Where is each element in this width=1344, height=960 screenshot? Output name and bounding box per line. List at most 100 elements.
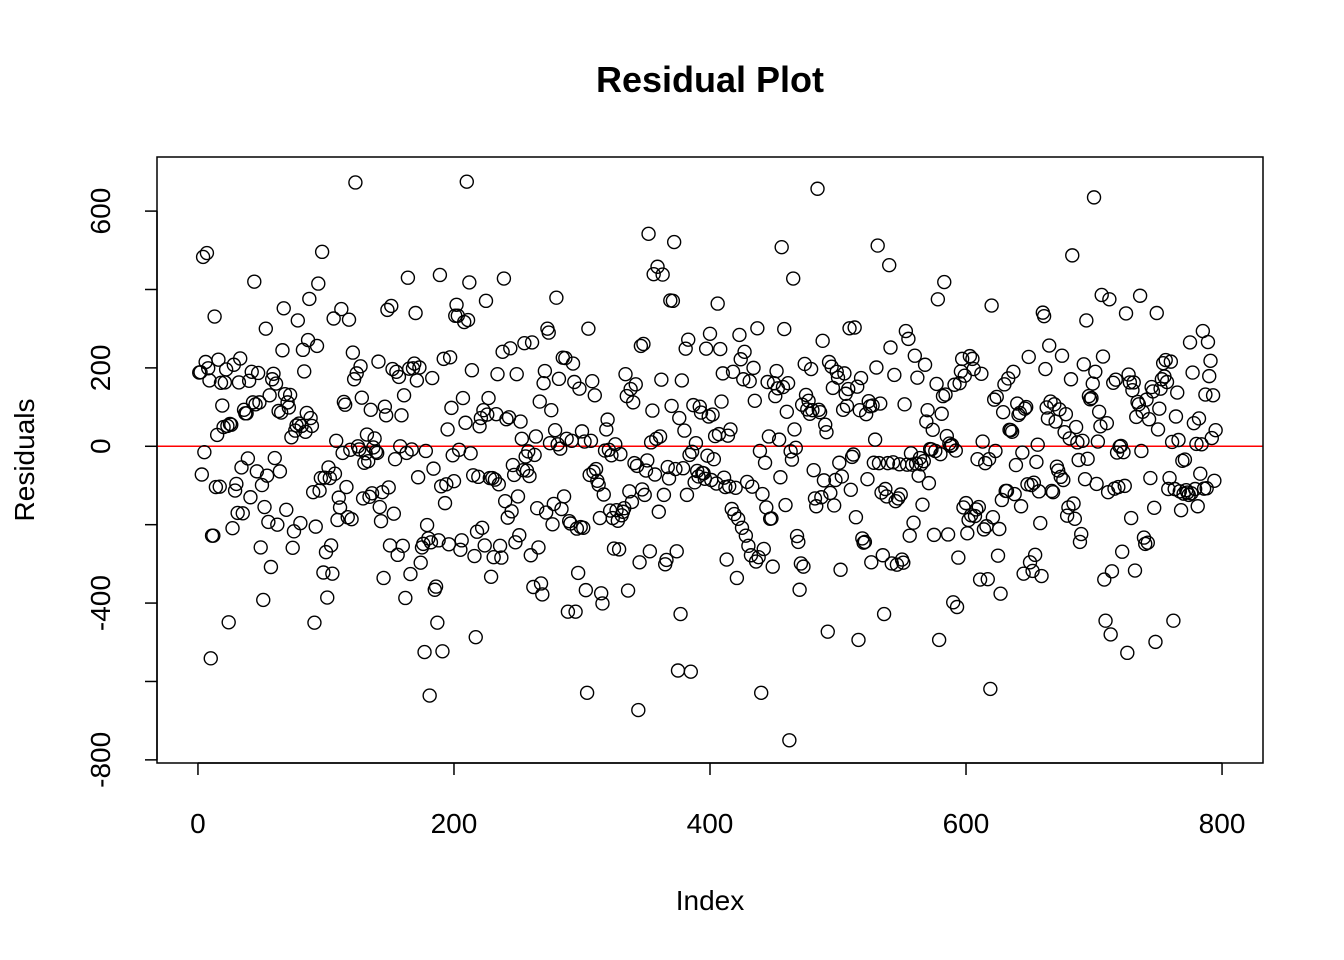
data-point — [464, 363, 480, 378]
data-point — [362, 489, 377, 505]
data-point — [455, 390, 471, 406]
data-point — [1194, 437, 1209, 452]
data-point — [814, 490, 829, 505]
data-point — [504, 504, 519, 519]
data-point — [611, 542, 627, 557]
y-tick-label: 600 — [85, 188, 116, 235]
data-point — [681, 332, 696, 347]
data-point — [1184, 486, 1199, 501]
data-point — [774, 239, 789, 255]
data-point — [885, 455, 901, 470]
data-point — [747, 393, 763, 409]
data-point — [344, 511, 359, 527]
data-point — [725, 364, 741, 380]
data-point — [730, 511, 746, 526]
data-point — [848, 510, 864, 525]
data-point — [1063, 372, 1079, 387]
data-point — [1058, 406, 1074, 422]
data-point — [921, 475, 937, 491]
data-point — [1103, 627, 1118, 642]
data-point — [742, 374, 757, 389]
data-point — [883, 340, 898, 355]
data-point — [940, 527, 956, 542]
data-point — [1088, 364, 1103, 380]
data-point — [1140, 535, 1155, 550]
data-point — [784, 452, 800, 467]
data-point — [544, 403, 559, 418]
data-point — [1095, 349, 1111, 364]
data-point — [1164, 434, 1180, 450]
data-point — [659, 552, 674, 568]
data-point — [305, 484, 321, 500]
data-point — [880, 455, 896, 471]
data-point — [1170, 385, 1185, 400]
data-point — [1029, 454, 1044, 470]
data-point — [523, 548, 538, 563]
data-point — [792, 582, 807, 597]
data-point — [570, 565, 586, 581]
data-point — [459, 174, 474, 189]
data-point — [437, 495, 453, 511]
data-point — [1111, 479, 1126, 495]
data-point — [282, 387, 298, 403]
data-point — [1015, 445, 1030, 460]
data-point — [1007, 486, 1022, 502]
data-point — [962, 348, 978, 364]
data-point — [579, 685, 595, 701]
data-point — [364, 486, 380, 501]
data-point — [847, 320, 862, 335]
data-point — [327, 466, 343, 481]
data-point — [537, 363, 553, 379]
data-point — [1189, 436, 1204, 452]
data-point — [1108, 372, 1123, 387]
data-point — [213, 375, 229, 390]
data-point — [816, 473, 832, 488]
data-point — [1106, 375, 1121, 390]
data-point — [683, 664, 698, 679]
data-point — [654, 372, 669, 387]
data-point — [917, 357, 933, 372]
data-point — [887, 367, 902, 383]
data-point — [788, 440, 803, 456]
data-point — [476, 403, 491, 418]
data-point — [780, 375, 796, 391]
data-point — [779, 404, 795, 419]
data-point — [1149, 305, 1164, 321]
data-point — [618, 366, 633, 382]
data-point — [267, 450, 282, 466]
data-point — [257, 499, 272, 515]
data-point — [1159, 374, 1175, 390]
data-point — [853, 370, 869, 386]
data-point — [454, 533, 469, 548]
data-point — [241, 373, 257, 389]
data-point — [1047, 397, 1062, 412]
data-point — [793, 556, 809, 571]
data-point — [786, 271, 801, 286]
data-point — [765, 559, 780, 574]
data-point — [382, 538, 398, 553]
data-point — [1190, 499, 1205, 514]
data-point — [807, 491, 823, 506]
data-point — [538, 505, 554, 520]
y-axis-label: Residuals — [9, 399, 40, 522]
data-point — [197, 444, 212, 460]
data-point — [549, 290, 564, 305]
data-point — [832, 455, 847, 470]
data-point — [609, 502, 624, 518]
data-point — [444, 400, 459, 416]
data-point — [911, 468, 926, 483]
data-point — [560, 604, 576, 619]
data-point — [664, 398, 679, 414]
data-point — [404, 442, 419, 457]
data-point — [815, 333, 830, 349]
data-point — [976, 522, 992, 537]
data-point — [933, 446, 948, 462]
data-point — [714, 394, 729, 409]
data-point — [595, 596, 610, 611]
data-point — [778, 497, 793, 513]
data-point — [359, 427, 375, 442]
data-point — [1053, 469, 1068, 485]
data-point — [263, 559, 279, 575]
data-point — [369, 445, 385, 461]
